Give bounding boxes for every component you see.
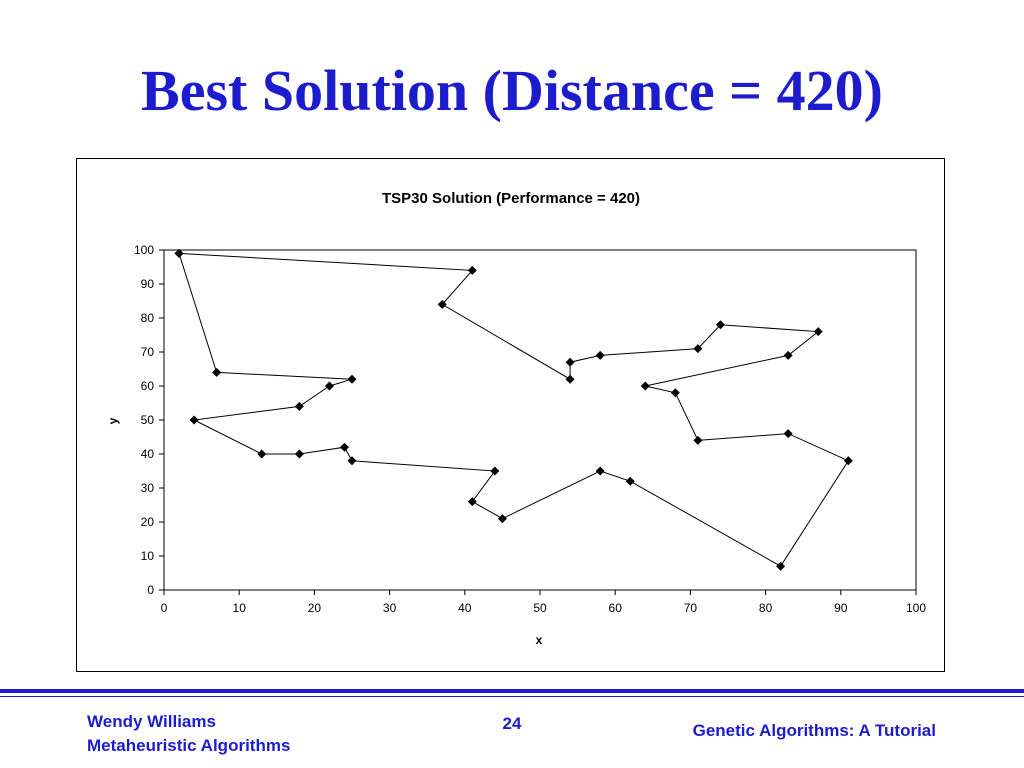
x-tick-label: 60 — [609, 601, 623, 615]
y-axis-title: y — [106, 417, 120, 424]
y-tick-label: 0 — [147, 583, 154, 597]
y-tick-label: 20 — [141, 515, 155, 529]
city-point — [783, 350, 793, 360]
x-tick-label: 90 — [834, 601, 848, 615]
x-tick-label: 80 — [759, 601, 773, 615]
city-point — [189, 415, 199, 425]
y-tick-label: 80 — [141, 311, 155, 325]
y-tick-label: 30 — [141, 481, 155, 495]
y-tick-label: 60 — [141, 379, 155, 393]
city-point — [640, 381, 650, 391]
city-point — [347, 456, 357, 466]
chart-frame: TSP30 Solution (Performance = 420) 0 10 20… — [76, 158, 945, 672]
city-point — [715, 320, 725, 330]
city-point — [693, 344, 703, 354]
footer-course: Metaheuristic Algorithms — [87, 736, 291, 755]
city-point — [565, 357, 575, 367]
y-tick-label: 50 — [141, 413, 155, 427]
city-point — [843, 456, 853, 466]
city-point — [783, 429, 793, 439]
footer-author: Wendy Williams — [87, 712, 216, 731]
footer-topic: Genetic Algorithms: A Tutorial — [692, 721, 936, 740]
city-point — [497, 514, 507, 524]
footer-rule-thin — [0, 696, 1024, 697]
y-tick-label: 70 — [141, 345, 155, 359]
city-point — [595, 466, 605, 476]
x-tick-label: 30 — [383, 601, 397, 615]
city-point — [776, 561, 786, 571]
city-point — [324, 381, 334, 391]
chart-title: TSP30 Solution (Performance = 420) — [382, 190, 640, 207]
tsp-chart: TSP30 Solution (Performance = 420) 0 10 20… — [106, 190, 926, 647]
city-point — [565, 374, 575, 384]
city-point — [212, 367, 222, 377]
slide-title: Best Solution (Distance = 420) — [141, 58, 883, 123]
x-tick-label: 70 — [684, 601, 698, 615]
plot-area — [163, 249, 917, 591]
x-tick-label: 50 — [533, 601, 547, 615]
y-tick-label: 100 — [134, 243, 154, 257]
x-tick-label: 10 — [233, 601, 247, 615]
footer-rule-thick — [0, 689, 1024, 693]
city-point — [467, 265, 477, 275]
city-point — [467, 497, 477, 507]
x-axis-ticks: 0 10 20 30 40 50 60 70 80 90 100 — [161, 590, 926, 615]
city-point — [625, 476, 635, 486]
y-tick-label: 40 — [141, 447, 155, 461]
tour-path-line — [178, 252, 850, 567]
city-point — [339, 442, 349, 452]
x-tick-label: 0 — [161, 601, 168, 615]
x-tick-label: 40 — [458, 601, 472, 615]
x-tick-label: 20 — [308, 601, 322, 615]
city-point — [490, 466, 500, 476]
page-number: 24 — [502, 714, 522, 733]
y-tick-label: 10 — [141, 549, 155, 563]
city-point — [257, 449, 267, 459]
city-point — [294, 449, 304, 459]
city-point — [294, 401, 304, 411]
city-point — [813, 327, 823, 337]
y-tick-label: 90 — [141, 277, 155, 291]
y-axis-ticks: 0 10 20 30 40 50 60 70 80 90 100 — [134, 243, 164, 597]
x-axis-title: x — [536, 633, 543, 647]
city-point — [174, 248, 184, 258]
x-tick-label: 100 — [906, 601, 926, 615]
city-point — [693, 435, 703, 445]
series-layer — [174, 248, 853, 571]
city-point — [347, 374, 357, 384]
city-point — [595, 350, 605, 360]
city-point — [670, 388, 680, 398]
city-point — [437, 299, 447, 309]
